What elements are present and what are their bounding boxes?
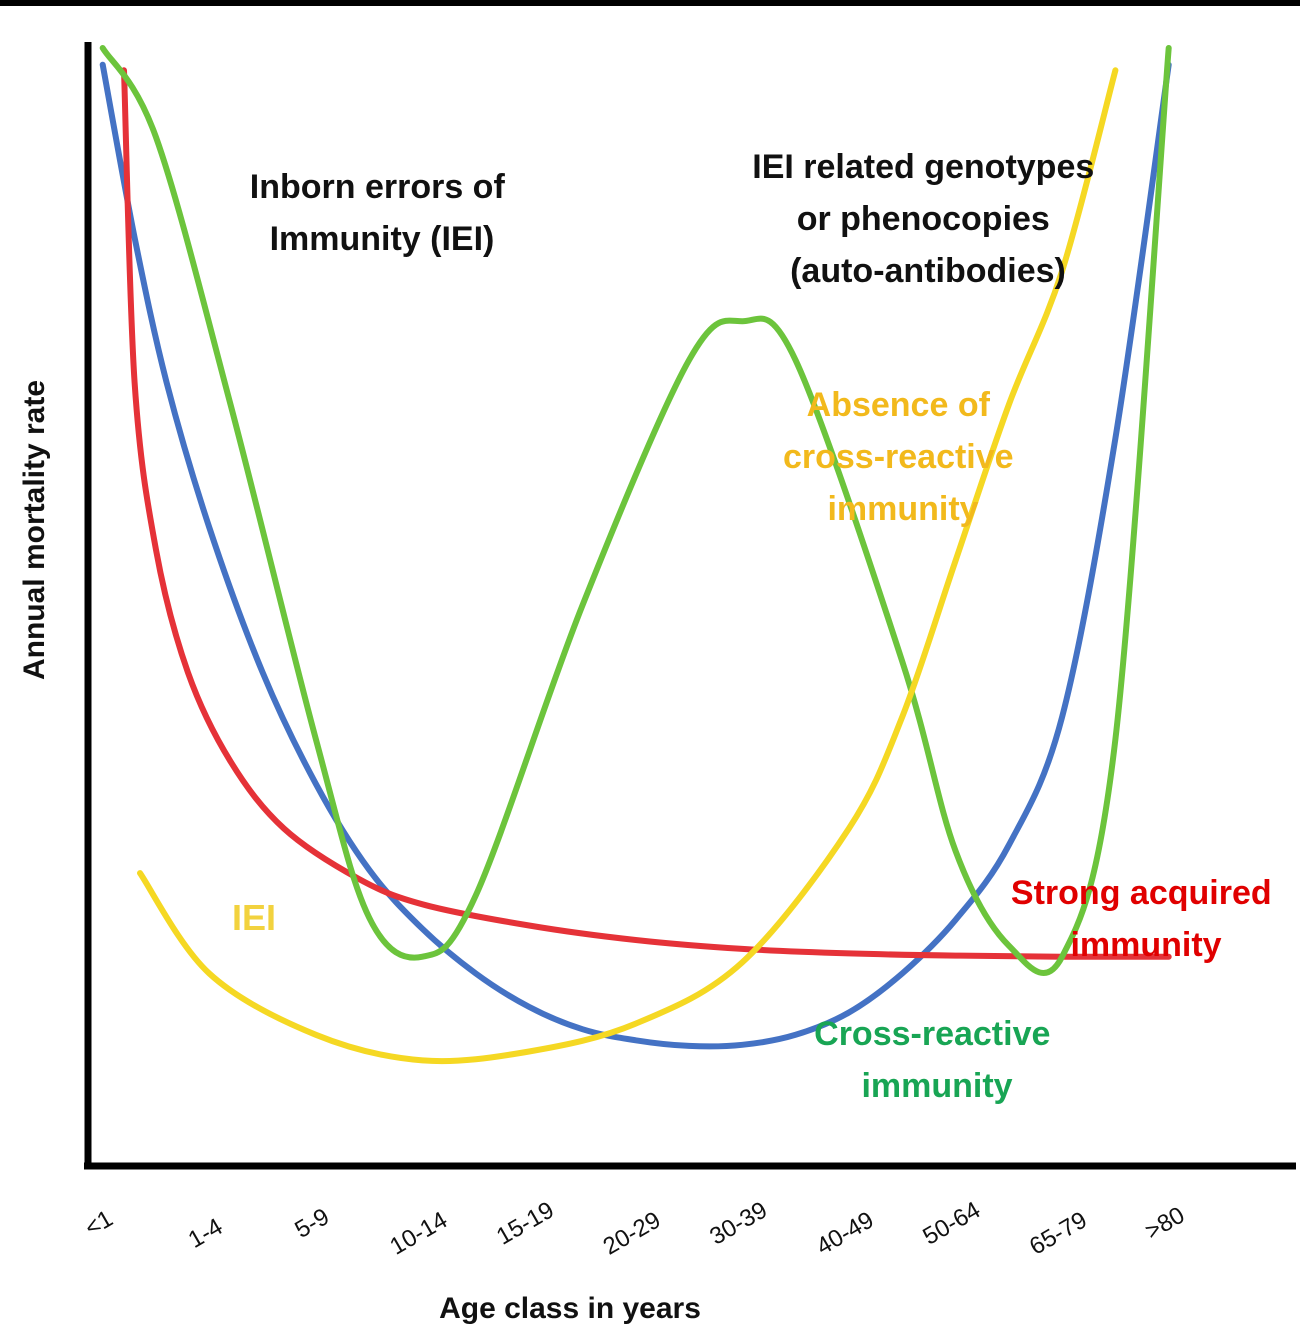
annotation-iei-genotypes-line-2: or phenocopies xyxy=(797,200,1050,238)
series-line-green xyxy=(99,45,1172,976)
y-axis-title: Annual mortality rate xyxy=(18,380,51,680)
annotation-absence-line-2: cross-reactive xyxy=(783,438,1014,476)
series-line-red xyxy=(121,67,1172,960)
x-tick-label: 30-39 xyxy=(705,1196,772,1250)
top-border xyxy=(0,0,1300,6)
annotation-absence-cross-reactive: Absence of cross-reactive immunity xyxy=(783,386,1023,528)
x-tick-label: 1-4 xyxy=(184,1213,228,1254)
annotation-absence-line-1: Absence of xyxy=(807,386,991,424)
annotation-cross-reactive-line-2: immunity xyxy=(861,1067,1012,1105)
annotation-iei-genotypes-line-3: (auto-antibodies) xyxy=(790,252,1066,290)
x-axis-title: Age class in years xyxy=(439,1292,701,1325)
series-layer xyxy=(99,45,1172,1065)
x-tick-label: 65-79 xyxy=(1025,1206,1092,1260)
annotation-inborn-errors-line-1: Inborn errors of xyxy=(250,168,506,206)
annotation-inborn-errors: Inborn errors of Immunity (IEI) xyxy=(250,168,514,258)
x-tick-label: >80 xyxy=(1141,1202,1190,1246)
annotation-strong-acquired-line-2: immunity xyxy=(1070,926,1221,964)
x-tick-labels: <1 1-4 5-9 10-14 15-19 20-29 30-39 40-49 50-64 65… xyxy=(80,1196,1189,1260)
annotation-cross-reactive-line-1: Cross-reactive xyxy=(814,1015,1050,1053)
annotation-inborn-errors-line-2: Immunity (IEI) xyxy=(270,220,495,258)
x-tick-label: 20-29 xyxy=(599,1206,666,1260)
annotation-strong-acquired: Strong acquired immunity xyxy=(1011,874,1281,964)
x-tick-label: 10-14 xyxy=(385,1206,452,1260)
x-tick-label: 15-19 xyxy=(492,1196,559,1250)
annotation-cross-reactive: Cross-reactive immunity xyxy=(814,1015,1060,1105)
x-tick-label: <1 xyxy=(80,1205,117,1242)
annotation-strong-acquired-line-1: Strong acquired xyxy=(1011,874,1272,912)
x-tick-label: 5-9 xyxy=(290,1203,334,1244)
x-tick-label: 50-64 xyxy=(918,1196,985,1250)
series-line-yellow xyxy=(137,67,1119,1065)
x-tick-label: 40-49 xyxy=(812,1206,879,1260)
annotation-iei-genotypes: IEI related genotypes or phenocopies (au… xyxy=(752,148,1103,290)
annotation-absence-line-3: immunity xyxy=(827,490,978,528)
annotation-iei-genotypes-line-1: IEI related genotypes xyxy=(752,148,1094,186)
annotation-iei: IEI xyxy=(232,897,276,938)
